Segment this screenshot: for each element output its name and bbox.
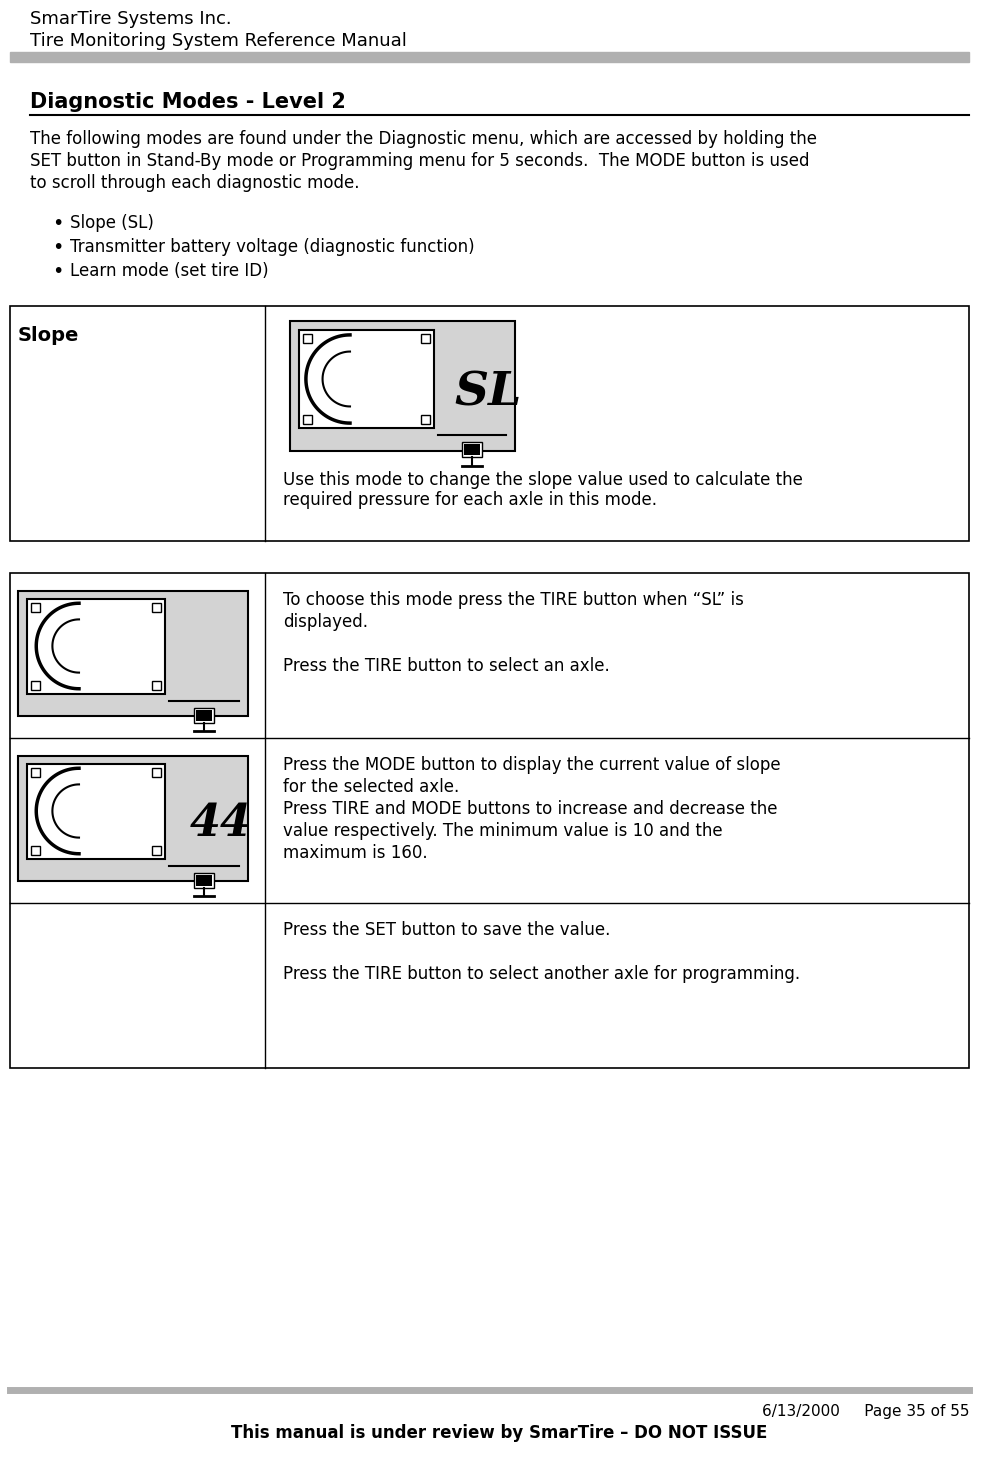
Bar <box>421 415 430 424</box>
Bar <box>18 591 248 716</box>
Text: •: • <box>52 238 63 257</box>
Text: SL: SL <box>455 370 521 415</box>
Text: Press the TIRE button to select an axle.: Press the TIRE button to select an axle. <box>283 657 609 675</box>
Bar <box>31 603 40 612</box>
Bar <box>10 51 969 62</box>
Text: Diagnostic Modes - Level 2: Diagnostic Modes - Level 2 <box>30 92 346 111</box>
Text: value respectively. The minimum value is 10 and the: value respectively. The minimum value is… <box>283 822 722 841</box>
Text: Transmitter battery voltage (diagnostic function): Transmitter battery voltage (diagnostic … <box>70 238 475 257</box>
Text: The following modes are found under the Diagnostic menu, which are accessed by h: The following modes are found under the … <box>30 131 817 148</box>
Text: to scroll through each diagnostic mode.: to scroll through each diagnostic mode. <box>30 175 360 192</box>
Text: Use this mode to change the slope value used to calculate the: Use this mode to change the slope value … <box>283 471 803 489</box>
Bar <box>194 873 214 888</box>
Text: Slope (SL): Slope (SL) <box>70 214 154 232</box>
Bar <box>196 874 212 886</box>
Bar <box>31 769 40 778</box>
Bar <box>152 846 161 855</box>
Bar <box>303 334 312 343</box>
Bar <box>27 764 165 860</box>
Text: SET button in Stand-By mode or Programming menu for 5 seconds.  The MODE button : SET button in Stand-By mode or Programmi… <box>30 153 809 170</box>
Bar <box>152 681 161 689</box>
Bar <box>18 756 248 882</box>
Text: To choose this mode press the TIRE button when “SL” is: To choose this mode press the TIRE butto… <box>283 591 744 609</box>
Text: This manual is under review by SmarTire – DO NOT ISSUE: This manual is under review by SmarTire … <box>231 1424 767 1442</box>
Bar <box>464 445 480 455</box>
Bar <box>299 330 434 428</box>
Bar <box>152 603 161 612</box>
Text: •: • <box>52 214 63 233</box>
Bar <box>290 321 515 450</box>
Bar <box>194 709 214 723</box>
Bar <box>462 442 482 458</box>
Text: Learn mode (set tire ID): Learn mode (set tire ID) <box>70 263 269 280</box>
Bar <box>10 574 969 1068</box>
Text: Tire Monitoring System Reference Manual: Tire Monitoring System Reference Manual <box>30 32 407 50</box>
Bar <box>152 769 161 778</box>
Text: Press the TIRE button to select another axle for programming.: Press the TIRE button to select another … <box>283 965 800 983</box>
Text: maximum is 160.: maximum is 160. <box>283 844 428 863</box>
Text: Press TIRE and MODE buttons to increase and decrease the: Press TIRE and MODE buttons to increase … <box>283 800 777 819</box>
Bar <box>421 334 430 343</box>
Bar <box>27 599 165 694</box>
Bar <box>303 415 312 424</box>
Text: Press the SET button to save the value.: Press the SET button to save the value. <box>283 921 610 939</box>
Text: Slope: Slope <box>18 326 79 345</box>
Text: SmarTire Systems Inc.: SmarTire Systems Inc. <box>30 10 232 28</box>
Text: displayed.: displayed. <box>283 613 368 631</box>
Bar <box>31 846 40 855</box>
Text: required pressure for each axle in this mode.: required pressure for each axle in this … <box>283 491 657 509</box>
Text: Press the MODE button to display the current value of slope: Press the MODE button to display the cur… <box>283 756 780 775</box>
Text: 6/13/2000     Page 35 of 55: 6/13/2000 Page 35 of 55 <box>761 1404 969 1419</box>
Bar <box>31 681 40 689</box>
Bar <box>10 307 969 541</box>
Text: for the selected axle.: for the selected axle. <box>283 778 460 797</box>
Text: •: • <box>52 263 63 282</box>
Text: 44: 44 <box>190 802 252 845</box>
Bar <box>196 710 212 720</box>
